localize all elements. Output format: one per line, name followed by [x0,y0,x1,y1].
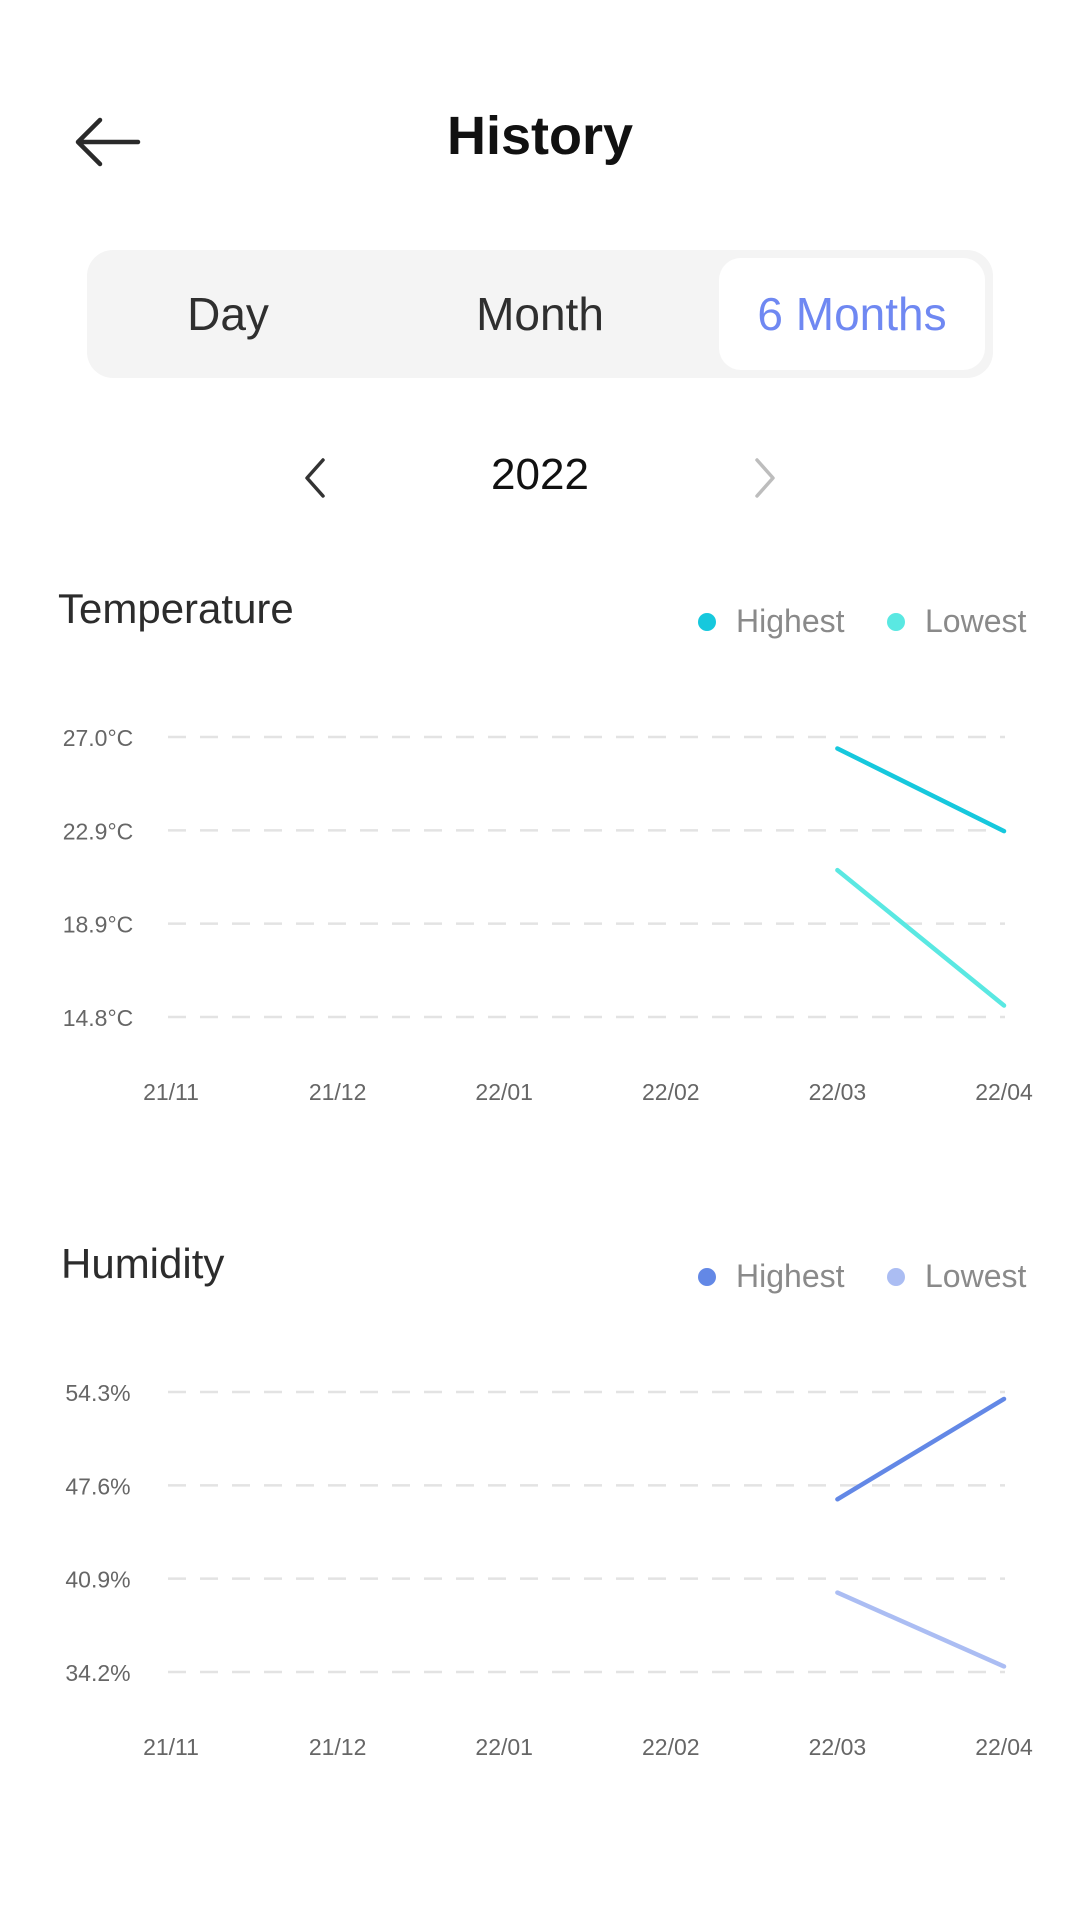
temperature-series-highest-line [835,746,1007,834]
next-year-button[interactable] [740,448,790,508]
humidity-legend-lowest: Lowest [887,1258,1026,1295]
temperature-x-tick-label: 22/04 [975,1079,1033,1105]
temperature-x-tick-label: 22/03 [809,1079,867,1105]
tab-month[interactable]: Month [476,288,604,340]
humidity-y-tick-label: 34.2% [65,1660,130,1686]
temperature-title: Temperature [58,585,294,632]
range-tabs: Day Month 6 Months [87,250,993,378]
humidity-y-tick-label: 47.6% [65,1473,130,1499]
humidity-y-tick-label: 54.3% [65,1380,130,1406]
temperature-y-tick-label: 22.9°C [63,818,134,844]
tab-day[interactable]: Day [187,288,269,340]
legend-dot-icon [887,612,905,631]
previous-year-button[interactable] [290,448,340,508]
legend-label: Highest [736,1258,845,1294]
humidity-x-tick-label: 22/01 [475,1734,533,1760]
arrow-left-icon [75,117,141,167]
legend-dot-icon [698,1267,716,1286]
temperature-legend-lowest: Lowest [887,603,1026,640]
humidity-chart: 54.3% 47.6% 40.9% 34.2% 21/11 21/12 22/01 22/02… [65,1380,1033,1760]
legend-label: Highest [736,603,845,639]
humidity-y-tick-label: 40.9% [65,1567,130,1593]
humidity-x-tick-label: 22/02 [642,1734,700,1760]
page-title: History [446,106,634,166]
legend-dot-icon [698,612,716,631]
legend-dot-icon [887,1267,905,1286]
humidity-x-tick-label: 21/11 [143,1734,199,1760]
temperature-legend-highest: Highest [698,603,845,640]
temperature-x-tick-label: 22/02 [642,1079,700,1105]
humidity-x-tick-label: 22/03 [809,1734,867,1760]
temperature-series-lowest-line [835,867,1007,1008]
tab-6-months[interactable]: 6 Months [719,258,985,370]
legend-label: Lowest [925,1258,1027,1294]
temperature-x-tick-label: 21/12 [309,1079,367,1105]
temperature-y-tick-label: 18.9°C [63,912,134,938]
chevron-left-icon [305,458,325,498]
humidity-x-tick-label: 21/12 [309,1734,367,1760]
humidity-series-lowest-line [835,1590,1007,1669]
year-label: 2022 [491,450,589,499]
legend-label: Lowest [925,603,1027,639]
humidity-title: Humidity [61,1240,225,1287]
temperature-chart: 27.0°C 22.9°C 18.9°C 14.8°C 21/11 21/12 22/01 2… [63,725,1033,1105]
temperature-x-tick-label: 21/11 [143,1079,199,1105]
chevron-right-icon [755,458,775,498]
temperature-y-tick-label: 14.8°C [63,1005,134,1031]
back-button[interactable] [60,105,160,180]
temperature-y-tick-label: 27.0°C [63,725,134,751]
humidity-legend-highest: Highest [698,1258,845,1295]
temperature-x-tick-label: 22/01 [475,1079,533,1105]
humidity-x-tick-label: 22/04 [975,1734,1033,1760]
humidity-series-highest-line [835,1396,1007,1502]
